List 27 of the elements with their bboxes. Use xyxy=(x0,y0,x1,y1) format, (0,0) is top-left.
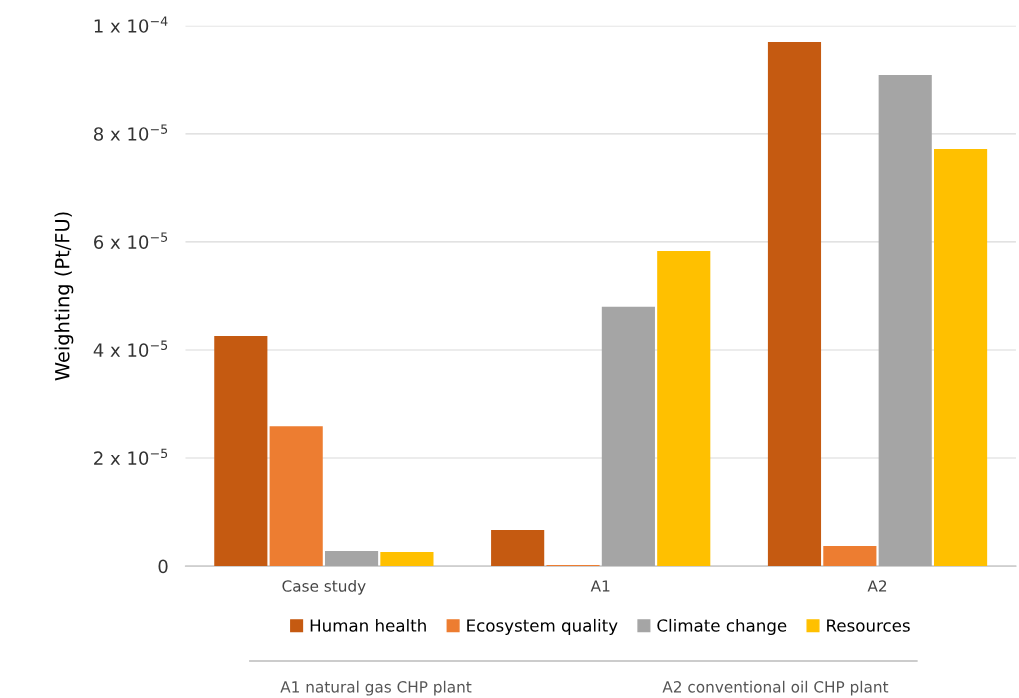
bar xyxy=(380,552,434,567)
bar xyxy=(324,550,379,567)
bar xyxy=(214,335,268,567)
x-tick-label: A1 xyxy=(590,580,610,592)
bar xyxy=(823,546,877,567)
bar xyxy=(878,74,932,567)
bar xyxy=(601,306,655,567)
y-tick-label: 2 x 10$^{−5}$ xyxy=(94,448,168,466)
legend-label: Climate change xyxy=(657,618,787,636)
y-tick-label: 6 x 10$^{−5}$ xyxy=(94,232,168,249)
x-tick-label: Case study xyxy=(282,579,366,595)
legend-label: Ecosystem quality xyxy=(467,618,618,636)
bar xyxy=(657,251,711,567)
bar xyxy=(269,426,323,567)
x-tick-label: A2 xyxy=(867,580,887,592)
bar xyxy=(767,42,822,567)
text: A1 natural gas CHP plant xyxy=(280,680,472,696)
bar xyxy=(491,529,545,567)
y-axis-title: Weighting (Pt/FU) xyxy=(54,212,74,381)
legend-label: Resources xyxy=(827,619,910,632)
text: A2 conventional oil CHP plant xyxy=(662,680,889,696)
y-tick-label: 8 x 10$^{−5}$ xyxy=(94,124,168,141)
y-tick-label: 4 x 10$^{−5}$ xyxy=(93,340,168,357)
y-tick-label: 1 x 10$^{−4}$ xyxy=(94,16,168,33)
y-tick-label: 0 xyxy=(158,559,168,574)
bar xyxy=(934,149,988,567)
legend-label: Human health xyxy=(310,618,426,632)
